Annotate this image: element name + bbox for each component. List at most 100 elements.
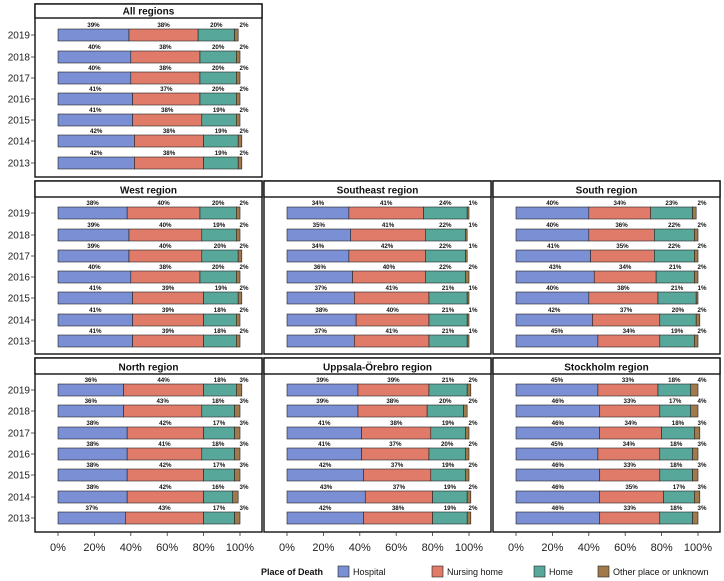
bar-north-region-2017-hospital	[57, 426, 128, 440]
bar-all-regions-2017-nursing-home	[130, 71, 201, 85]
label-southeast-region-2016-hospital: 36%	[314, 264, 327, 271]
bar-southeast-region-2013-home	[428, 334, 468, 348]
bar-north-region-2013-hospital	[57, 511, 126, 525]
year-label-west-region-2014: 2014	[8, 316, 31, 327]
bar-south-region-2015-nursing-home	[588, 291, 659, 305]
bar-south-region-2017-nursing-home	[590, 249, 655, 263]
legend-swatch-other-place-or-unknown	[597, 565, 610, 578]
label-south-region-2019-home: 23%	[665, 200, 678, 207]
label-uppsala-orebro-region-2018-other-place-or-unknown: 2%	[469, 398, 478, 405]
label-west-region-2013-home: 18%	[214, 328, 227, 335]
label-north-region-2018-other-place-or-unknown: 3%	[240, 398, 249, 405]
x-tick-label-north-region-5: 100%	[226, 542, 254, 554]
x-tick-label-uppsala-orebro-region-1: 20%	[312, 542, 334, 554]
label-southeast-region-2017-home: 22%	[439, 243, 452, 250]
bar-stockholm-region-2016-other-place-or-unknown	[692, 447, 699, 461]
bar-north-region-2016-home	[201, 447, 235, 461]
label-stockholm-region-2016-hospital: 45%	[551, 441, 564, 448]
label-south-region-2019-nursing-home: 34%	[614, 200, 627, 207]
bar-north-region-2015-nursing-home	[126, 468, 204, 482]
bar-west-region-2017-nursing-home	[128, 249, 203, 263]
legend-label-other-place-or-unknown: Other place or unknown	[613, 567, 709, 577]
label-stockholm-region-2018-home: 17%	[669, 398, 682, 405]
bar-uppsala-orebro-region-2014-other-place-or-unknown	[466, 490, 472, 504]
label-stockholm-region-2014-other-place-or-unknown: 3%	[698, 484, 707, 491]
strip-stockholm-region	[492, 357, 721, 375]
label-north-region-2018-nursing-home: 43%	[156, 398, 169, 405]
label-west-region-2017-other-place-or-unknown: 2%	[240, 243, 249, 250]
year-label-all-regions-2018: 2018	[8, 53, 31, 64]
x-tick-label-uppsala-orebro-region-0: 0%	[279, 542, 295, 554]
label-all-regions-2014-other-place-or-unknown: 2%	[240, 128, 249, 135]
label-south-region-2015-hospital: 40%	[546, 285, 559, 292]
label-southeast-region-2014-other-place-or-unknown: 1%	[469, 307, 478, 314]
legend-swatch-home	[533, 565, 546, 578]
bar-southeast-region-2017-hospital	[286, 249, 350, 263]
label-uppsala-orebro-region-2013-other-place-or-unknown: 2%	[469, 505, 478, 512]
bar-north-region-2013-home	[203, 511, 235, 525]
bar-stockholm-region-2019-hospital	[515, 383, 599, 397]
bar-all-regions-2016-home	[199, 92, 237, 106]
bar-uppsala-orebro-region-2016-hospital	[286, 447, 362, 461]
label-uppsala-orebro-region-2015-home: 19%	[442, 462, 455, 469]
label-uppsala-orebro-region-2015-nursing-home: 37%	[391, 462, 404, 469]
bar-south-region-2013-hospital	[515, 334, 599, 348]
bar-southeast-region-2017-nursing-home	[348, 249, 426, 263]
bar-west-region-2019-other-place-or-unknown	[236, 206, 241, 220]
label-north-region-2016-home: 18%	[212, 441, 225, 448]
bar-north-region-2018-other-place-or-unknown	[234, 404, 241, 418]
bar-north-region-2019-home	[203, 383, 237, 397]
label-south-region-2018-home: 22%	[668, 222, 681, 229]
bar-west-region-2016-hospital	[57, 270, 132, 284]
bar-uppsala-orebro-region-2017-home	[430, 426, 466, 440]
bar-southeast-region-2013-nursing-home	[354, 334, 430, 348]
x-tick-label-north-region-0: 0%	[50, 542, 66, 554]
panel-title-uppsala-orebro-region: Uppsala-Örebro region	[323, 361, 432, 374]
x-tick-label-uppsala-orebro-region-2: 40%	[349, 542, 371, 554]
label-southeast-region-2014-nursing-home: 40%	[386, 307, 399, 314]
label-stockholm-region-2013-nursing-home: 33%	[624, 505, 637, 512]
label-south-region-2018-hospital: 40%	[546, 222, 559, 229]
label-north-region-2016-nursing-home: 41%	[158, 441, 171, 448]
bar-southeast-region-2016-hospital	[286, 270, 353, 284]
label-southeast-region-2018-home: 22%	[439, 222, 452, 229]
bar-north-region-2016-hospital	[57, 447, 128, 461]
label-southeast-region-2017-nursing-home: 42%	[381, 243, 394, 250]
label-uppsala-orebro-region-2014-hospital: 43%	[320, 484, 333, 491]
label-southeast-region-2014-hospital: 38%	[315, 307, 328, 314]
bar-southeast-region-2018-home	[425, 228, 466, 242]
label-southeast-region-2019-hospital: 34%	[312, 200, 325, 207]
label-west-region-2019-nursing-home: 40%	[157, 200, 170, 207]
bar-west-region-2017-home	[201, 249, 239, 263]
legend-title: Place of Death	[261, 567, 323, 577]
panel-title-west-region: West region	[120, 186, 177, 197]
bar-all-regions-2013-other-place-or-unknown	[237, 156, 243, 170]
x-tick-label-stockholm-region-1: 20%	[541, 542, 563, 554]
bar-north-region-2017-other-place-or-unknown	[234, 426, 241, 440]
legend-label-hospital: Hospital	[353, 567, 386, 577]
bar-north-region-2017-home	[203, 426, 235, 440]
bar-stockholm-region-2013-other-place-or-unknown	[692, 511, 699, 525]
x-tick-label-uppsala-orebro-region-5: 100%	[455, 542, 483, 554]
label-all-regions-2016-home: 20%	[212, 86, 225, 93]
bar-stockholm-region-2019-nursing-home	[597, 383, 659, 397]
bar-uppsala-orebro-region-2016-home	[428, 447, 466, 461]
label-stockholm-region-2015-home: 18%	[670, 462, 683, 469]
label-north-region-2014-other-place-or-unknown: 3%	[240, 484, 249, 491]
bar-uppsala-orebro-region-2015-nursing-home	[363, 468, 432, 482]
bar-stockholm-region-2013-hospital	[515, 511, 601, 525]
bar-north-region-2014-home	[203, 490, 234, 504]
label-south-region-2016-nursing-home: 34%	[619, 264, 632, 271]
label-uppsala-orebro-region-2018-nursing-home: 38%	[386, 398, 399, 405]
bar-southeast-region-2018-nursing-home	[350, 228, 426, 242]
bar-west-region-2017-other-place-or-unknown	[237, 249, 243, 263]
year-label-west-region-2015: 2015	[8, 294, 31, 305]
label-uppsala-orebro-region-2014-other-place-or-unknown: 2%	[469, 484, 478, 491]
label-south-region-2013-home: 19%	[671, 328, 684, 335]
bar-north-region-2019-other-place-or-unknown	[236, 383, 243, 397]
label-uppsala-orebro-region-2015-other-place-or-unknown: 2%	[469, 462, 478, 469]
label-north-region-2017-nursing-home: 42%	[159, 420, 172, 427]
label-all-regions-2013-other-place-or-unknown: 2%	[240, 150, 249, 157]
bar-southeast-region-2014-nursing-home	[355, 313, 430, 327]
bar-southeast-region-2013-other-place-or-unknown	[466, 334, 470, 348]
